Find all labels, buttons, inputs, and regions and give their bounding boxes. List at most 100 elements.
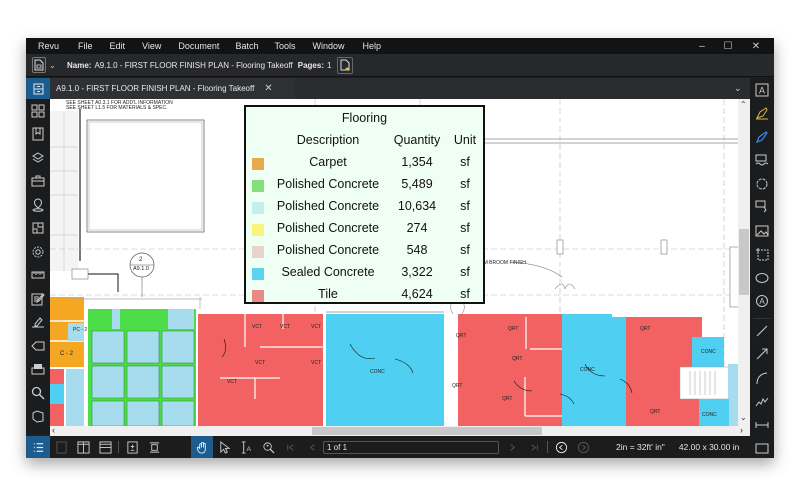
drawing-note: SEE SHEET A0.3.1 FOR ADD'L INFORMATION (66, 100, 173, 106)
close-tab-icon[interactable]: ✕ (264, 83, 273, 94)
room-label-qrt: QRT (456, 333, 467, 339)
new-page-icon[interactable] (337, 56, 354, 74)
maximize-button[interactable]: ☐ (723, 40, 733, 52)
last-page-button[interactable] (523, 436, 545, 458)
split-horizontal-button[interactable] (94, 436, 116, 458)
next-page-icon (509, 443, 515, 451)
image-button[interactable] (750, 219, 774, 243)
callout-button[interactable] (750, 149, 774, 173)
menu-revu[interactable]: Revu (38, 41, 60, 51)
sets-button[interactable] (26, 405, 50, 429)
room-label-qrt: QRT (508, 326, 519, 332)
legend-title: Flooring (341, 111, 388, 125)
document-icon[interactable] (32, 57, 46, 73)
horizontal-scrollbar[interactable]: ‹ › (50, 425, 750, 436)
menu-document[interactable]: Document (178, 41, 220, 51)
arrow-button[interactable] (750, 343, 774, 367)
measurements-button[interactable] (26, 264, 50, 288)
properties-button[interactable] (26, 240, 50, 264)
rectangle-button[interactable] (750, 437, 774, 461)
tab-document[interactable]: A9.1.0 - FIRST FLOOR FINISH PLAN - Floor… (50, 78, 295, 99)
legend-row: Polished Concrete 10,634 sf (246, 199, 483, 219)
snapshot-button[interactable] (750, 243, 774, 267)
pan-tool-button[interactable] (191, 436, 213, 458)
menu-batch[interactable]: Batch (235, 41, 259, 51)
thumbnails-button[interactable] (26, 99, 50, 123)
cloud-icon (756, 178, 768, 190)
search-button[interactable] (26, 381, 50, 405)
scroll-right-icon[interactable]: › (740, 425, 743, 435)
file-access-button[interactable] (26, 78, 50, 99)
legend-unit: sf (460, 199, 470, 213)
close-window-button[interactable]: ✕ (751, 40, 761, 52)
polyline-button[interactable] (750, 390, 774, 414)
previous-page-button[interactable] (301, 436, 323, 458)
stamp-button[interactable]: A (750, 290, 774, 314)
first-page-icon (286, 443, 294, 451)
menu-help[interactable]: Help (362, 41, 381, 51)
signatures-button[interactable] (26, 311, 50, 335)
legend-quantity: 5,489 (401, 177, 433, 191)
bookmarks-button[interactable] (26, 123, 50, 147)
pen-button[interactable] (750, 125, 774, 149)
scroll-down-icon[interactable]: ⌄ (740, 413, 747, 422)
split-vertical-button[interactable] (72, 436, 94, 458)
legend-row: Sealed Concrete 3,322 sf (246, 265, 483, 285)
cloud-button[interactable] (750, 172, 774, 196)
scroll-up-icon[interactable]: ⌃ (740, 100, 747, 109)
zoom-tool-button[interactable] (257, 436, 279, 458)
menu-window[interactable]: Window (312, 41, 345, 51)
horizontal-scroll-thumb[interactable] (312, 427, 542, 435)
legend-swatch-polished-concrete-light-blue (252, 202, 264, 214)
room-label-qrt: QRT (502, 396, 513, 402)
vertical-scroll-thumb[interactable] (739, 229, 749, 295)
panel-list-button[interactable] (26, 436, 50, 458)
room-label-conc: CONC (702, 412, 717, 418)
previous-view-button[interactable] (550, 436, 572, 458)
tags-button[interactable] (26, 334, 50, 358)
more-tools-chevron-icon[interactable]: ⌄ (758, 459, 766, 468)
minimize-button[interactable]: – (699, 40, 705, 52)
room-label-vct: VCT (227, 379, 237, 385)
single-page-button[interactable] (50, 436, 72, 458)
sync-button[interactable] (121, 436, 143, 458)
highlighter-button[interactable] (750, 102, 774, 126)
leader-button[interactable] (750, 196, 774, 220)
vertical-scrollbar[interactable]: ⌃ ⌄ (738, 99, 750, 426)
arc-button[interactable] (750, 366, 774, 390)
menu-edit[interactable]: Edit (109, 41, 126, 51)
legend-quantity: 548 (406, 243, 428, 257)
tab-list-chevron-icon[interactable]: ⌄ (734, 83, 742, 93)
ellipse-button[interactable] (750, 266, 774, 290)
legend-row: Carpet 1,354 sf (246, 155, 483, 175)
menu-tools[interactable]: Tools (274, 41, 296, 51)
menu-file[interactable]: File (78, 41, 93, 51)
chevron-down-icon[interactable]: ⌄ (49, 60, 56, 70)
layers-button[interactable] (26, 146, 50, 170)
print-button[interactable] (26, 358, 50, 382)
next-view-button[interactable] (572, 436, 594, 458)
page-number-field[interactable] (323, 440, 499, 454)
spaces-button[interactable] (26, 217, 50, 241)
scroll-left-icon[interactable]: ‹ (52, 425, 55, 435)
legend-description: Sealed Concrete (281, 265, 375, 279)
right-markup-toolbar: A A ⌄ (750, 78, 774, 468)
markups-list-button[interactable] (26, 287, 50, 311)
first-page-button[interactable] (279, 436, 301, 458)
places-button[interactable] (26, 193, 50, 217)
select-text-button[interactable]: A (235, 436, 257, 458)
file-cabinet-icon (33, 83, 43, 94)
compare-button[interactable] (143, 436, 165, 458)
line-button[interactable] (750, 319, 774, 343)
dimension-button[interactable] (750, 413, 774, 437)
select-tool-button[interactable] (213, 436, 235, 458)
legend-header-description: Description (296, 133, 360, 147)
menu-view[interactable]: View (142, 41, 162, 51)
drawing-canvas[interactable]: SEE SHEET A0.3.1 FOR ADD'L INFORMATION S… (50, 99, 750, 426)
room-label-pc2: PC - 2 (73, 327, 88, 333)
text-box-button[interactable]: A (750, 78, 774, 102)
scale-display[interactable]: 2in = 32ft' in" (616, 442, 665, 452)
flooring-legend[interactable]: Flooring Description Quantity Unit Carpe… (244, 105, 485, 304)
tool-chest-button[interactable] (26, 170, 50, 194)
next-page-button[interactable] (501, 436, 523, 458)
